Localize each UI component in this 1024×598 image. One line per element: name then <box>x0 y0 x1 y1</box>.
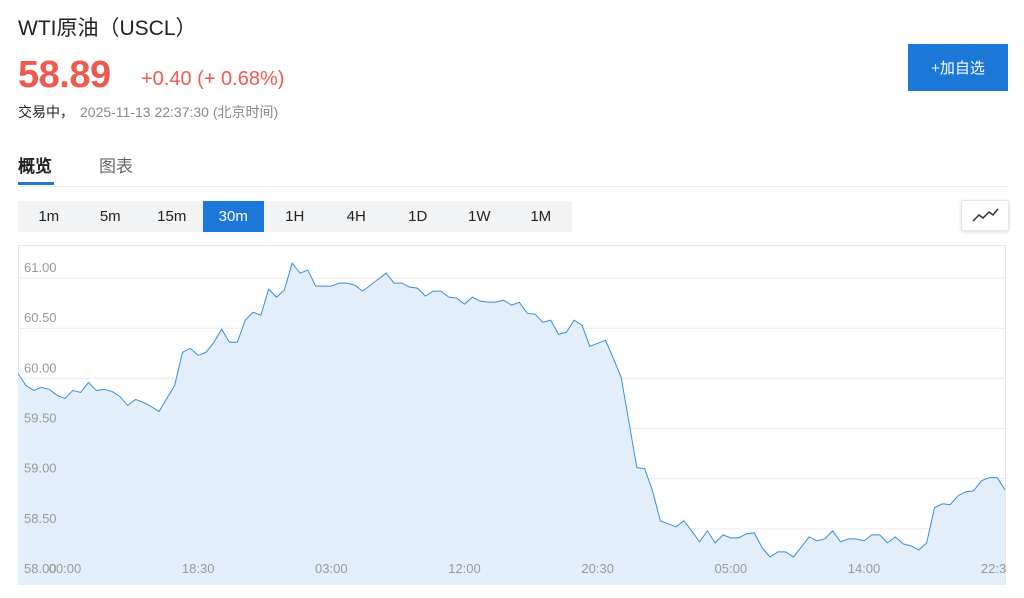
area <box>18 263 1005 585</box>
x-tick-label: 14:00 <box>848 561 881 576</box>
tab[interactable]: 图表 <box>99 157 133 176</box>
x-tick-label: 03:00 <box>315 561 348 576</box>
y-tick-label: 60.00 <box>24 360 57 375</box>
x-tick-label: 05:00 <box>715 561 748 576</box>
chart-type-icon <box>972 208 999 222</box>
interval-button[interactable]: 1m <box>38 208 60 225</box>
y-tick-label: 61.00 <box>24 260 57 275</box>
add-watchlist-button[interactable]: +加自选 <box>908 44 1008 91</box>
chart-type-button[interactable] <box>961 200 1009 231</box>
interval-button[interactable]: 1W <box>468 208 491 225</box>
x-tick-label: 20:30 <box>581 561 614 576</box>
x-tick-label: 00:00 <box>49 561 82 576</box>
interval-button[interactable]: 1H <box>285 208 305 225</box>
price: 58.89 <box>18 54 111 96</box>
x-tick-label: 18:30 <box>182 561 215 576</box>
y-tick-label: 59.00 <box>24 461 57 476</box>
interval-bar: 1m 5m 15m 30m 1H 4H 1D 1W 1M <box>18 201 572 232</box>
price-chart: 58.00 58.50 59.00 59.50 60.00 60.50 61.00 00:00… <box>18 245 1007 585</box>
divider <box>18 186 1008 187</box>
trading-status: 交易中， <box>18 104 74 120</box>
interval-button[interactable]: 15m <box>157 208 187 225</box>
instrument-title: WTI原油（USCL） <box>18 17 197 40</box>
x-tick-label: 12:00 <box>448 561 481 576</box>
line <box>18 261 1006 558</box>
interval-button[interactable]: 4H <box>346 208 366 225</box>
icon-line <box>972 208 999 222</box>
y-tick-label: 58.00 <box>24 561 57 576</box>
y-tick-label: 60.50 <box>24 310 57 325</box>
y-tick-label: 58.50 <box>24 511 57 526</box>
tab[interactable]: 概览 <box>18 157 52 176</box>
interval-button[interactable]: 1D <box>408 208 428 225</box>
interval-button[interactable]: 30m <box>202 201 264 232</box>
timestamp: 2025-11-13 22:37:30 (北京时间) <box>80 104 279 120</box>
interval-button[interactable]: 1M <box>530 208 552 225</box>
y-tick-label: 59.50 <box>24 411 57 426</box>
x-tick-label: 22:30 <box>981 561 1007 576</box>
price-change: +0.40 (+ 0.68%) <box>141 68 285 90</box>
interval-button[interactable]: 5m <box>99 208 121 225</box>
tab-underline <box>18 182 54 185</box>
